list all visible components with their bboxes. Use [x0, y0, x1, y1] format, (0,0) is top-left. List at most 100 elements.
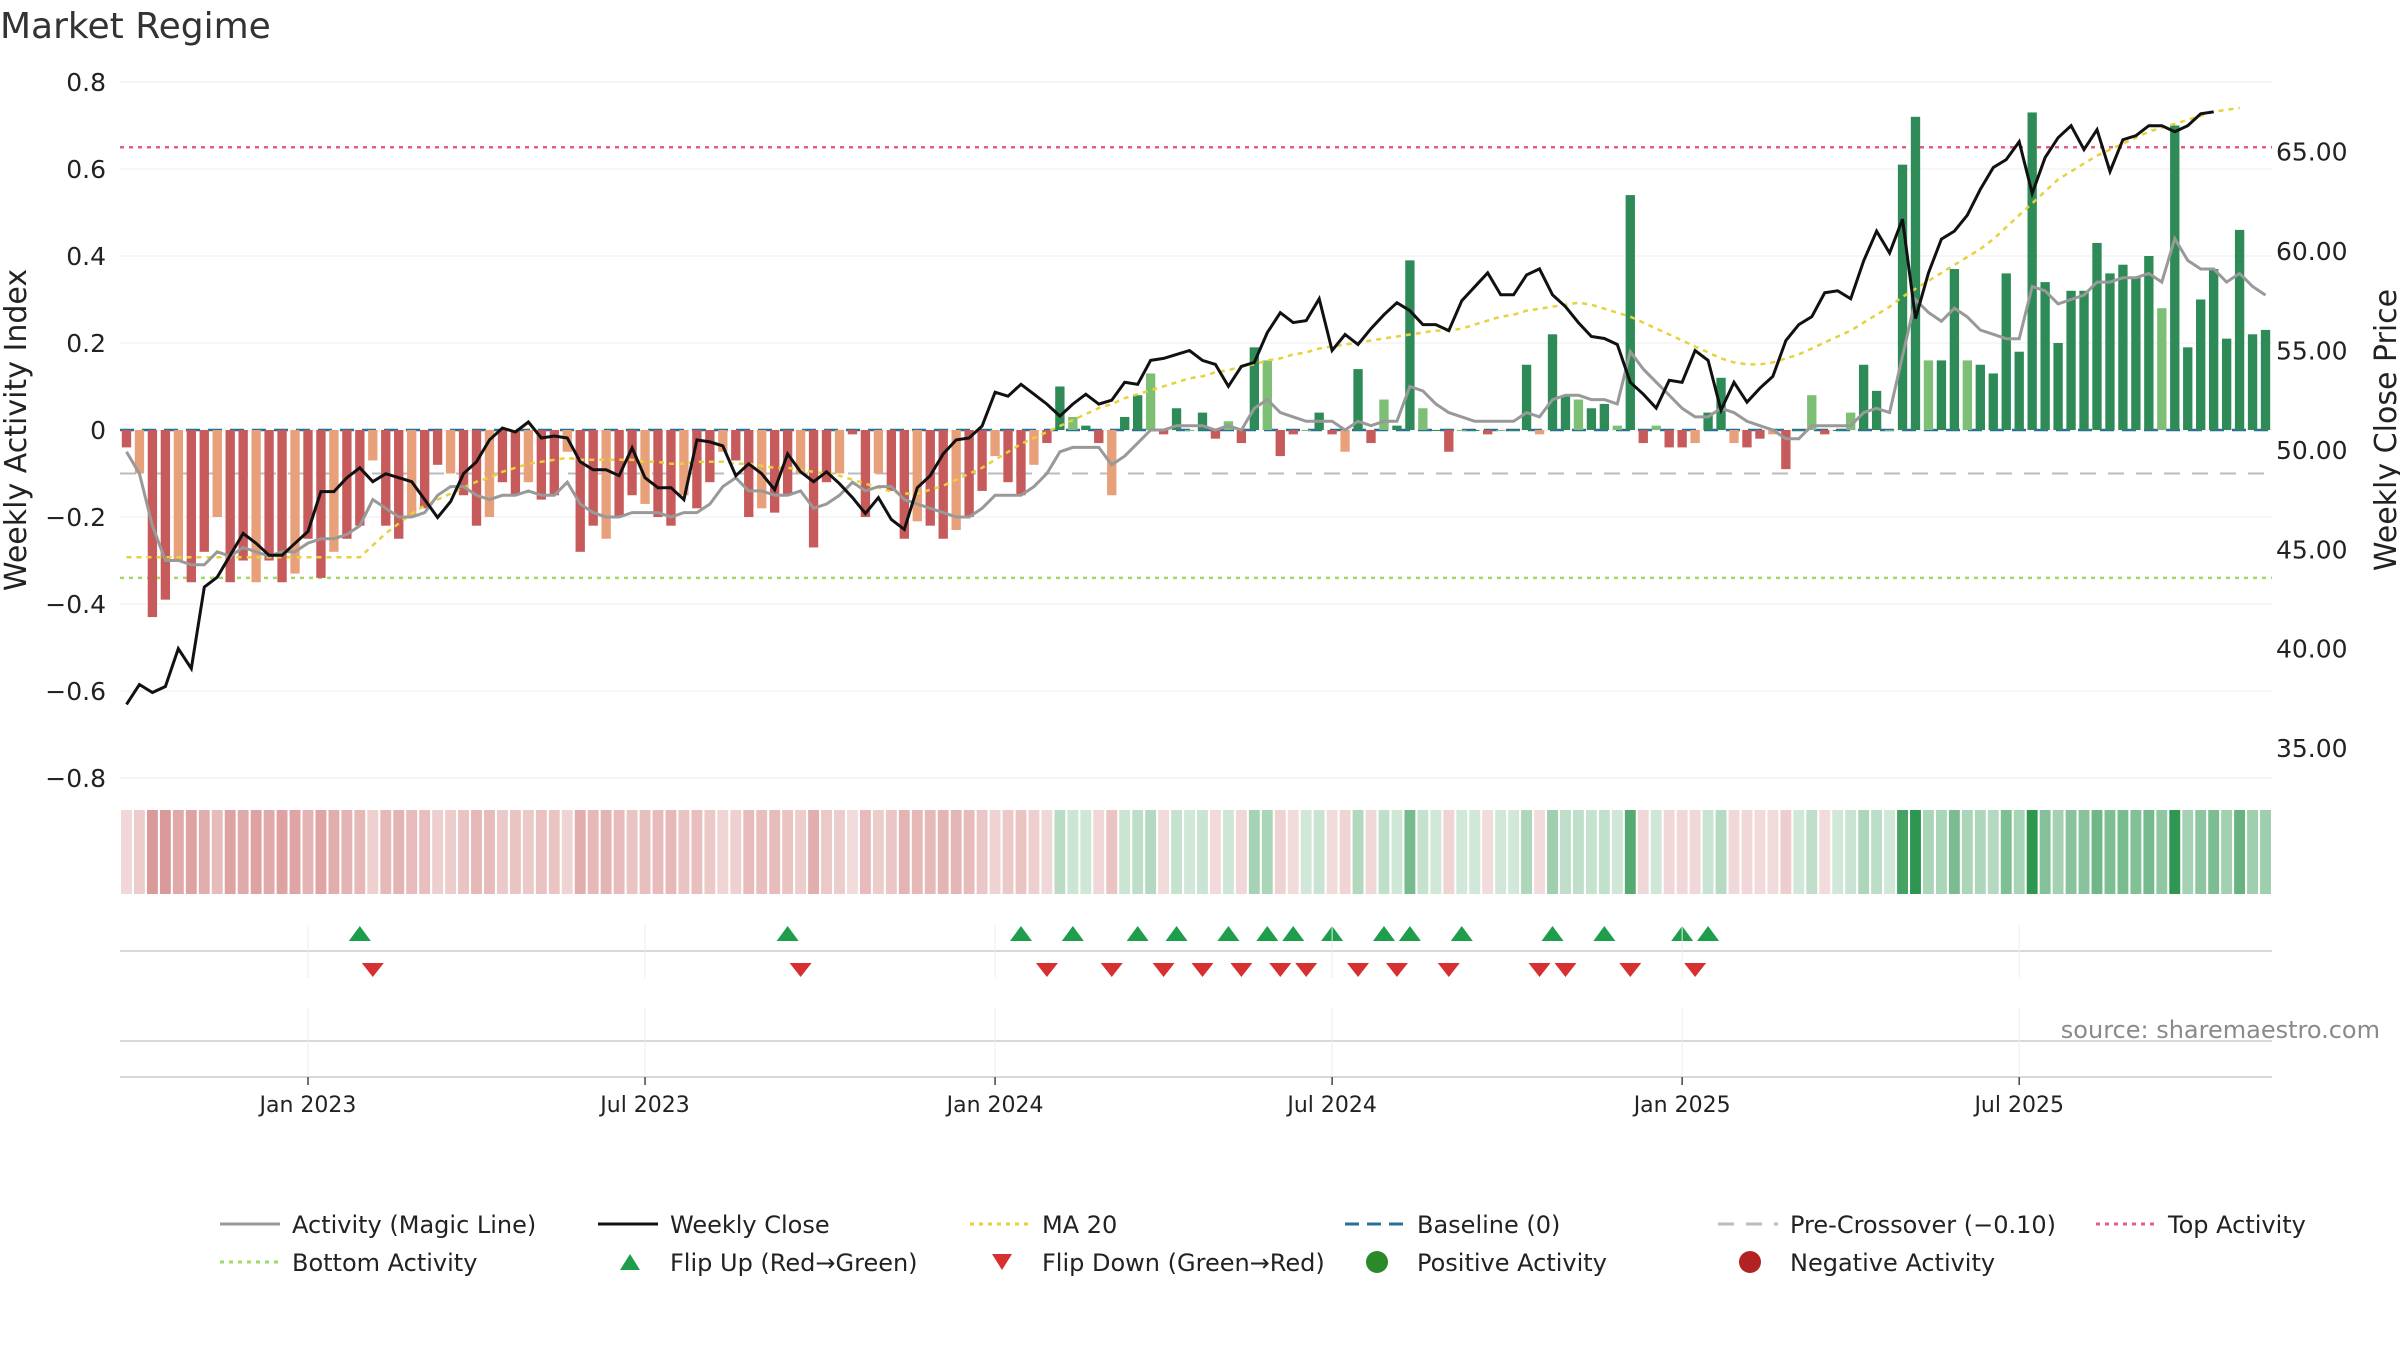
activity-bar	[1288, 430, 1298, 435]
regime-cell	[1210, 810, 1221, 894]
activity-bar	[770, 430, 780, 513]
regime-cell	[847, 810, 858, 894]
regime-cell	[1456, 810, 1468, 894]
regime-cell	[1650, 810, 1662, 894]
activity-bar	[368, 430, 378, 461]
activity-bar	[2027, 112, 2037, 430]
activity-bar	[1521, 364, 1532, 430]
regime-cell	[211, 810, 223, 894]
regime-cell	[367, 810, 379, 894]
regime-cell	[743, 810, 755, 894]
activity-bar	[2092, 242, 2102, 430]
activity-bar	[1897, 164, 1908, 430]
regime-cell	[665, 810, 677, 894]
regime-cell	[1235, 810, 1247, 894]
activity-bar	[186, 430, 196, 583]
regime-cell	[898, 810, 910, 894]
regime-cell	[289, 810, 301, 894]
x-tick-label: Jul 2024	[1285, 1093, 1377, 1118]
legend-item: Flip Down (Green→Red)	[992, 1249, 1325, 1277]
regime-cell	[1689, 810, 1701, 894]
regime-cell	[1080, 810, 1092, 894]
regime-cell	[1326, 810, 1338, 894]
activity-bar	[1120, 416, 1130, 430]
activity-bar	[1884, 430, 1895, 431]
regime-cell	[2221, 810, 2233, 894]
activity-bar	[1755, 430, 1765, 439]
regime-cell	[1339, 810, 1351, 894]
activity-bar	[1327, 430, 1337, 435]
x-tick-label: Jan 2023	[258, 1093, 357, 1118]
flip-down-marker	[1295, 963, 1318, 977]
activity-bar	[1742, 430, 1752, 448]
legend-label: MA 20	[1042, 1211, 1117, 1239]
regime-cell	[198, 810, 210, 894]
activity-bar	[1716, 377, 1726, 430]
regime-cell	[1184, 810, 1195, 894]
regime-cell	[756, 810, 768, 894]
regime-cell	[1132, 810, 1144, 894]
regime-cell	[769, 810, 781, 894]
regime-cell	[1806, 810, 1818, 894]
flip-down-marker	[1347, 963, 1370, 977]
regime-cell	[1754, 810, 1766, 894]
regime-cell	[1002, 810, 1014, 894]
activity-bar	[2053, 343, 2063, 430]
activity-bar	[1003, 430, 1013, 483]
activity-bar	[1249, 347, 1260, 430]
y-left-tick: −0.8	[45, 764, 106, 793]
flip-up-marker	[1217, 926, 1240, 941]
flip-down-marker	[1528, 963, 1551, 977]
regime-cell	[1858, 810, 1870, 894]
x-tick-label: Jan 2025	[1632, 1093, 1731, 1118]
activity-bar	[1444, 430, 1454, 452]
y-left-tick: 0	[90, 416, 106, 445]
activity-bar	[1651, 425, 1661, 430]
regime-cell	[795, 810, 807, 894]
activity-bar	[601, 430, 611, 539]
activity-bar	[821, 430, 832, 483]
activity-bar	[860, 430, 871, 517]
regime-cell	[1637, 810, 1649, 894]
activity-bar	[1029, 430, 1039, 465]
activity-bar	[1495, 430, 1506, 431]
regime-cell	[1935, 810, 1947, 894]
legend-item: MA 20	[970, 1211, 1117, 1239]
regime-cell	[185, 810, 197, 894]
regime-cell	[535, 810, 547, 894]
regime-cell	[134, 810, 145, 894]
regime-cell	[1274, 810, 1286, 894]
regime-cell	[1611, 810, 1623, 894]
regime-cell	[548, 810, 560, 894]
activity-bar	[1081, 425, 1091, 430]
legend-item: Weekly Close	[598, 1211, 830, 1239]
activity-bar	[1340, 430, 1350, 452]
activity-bar	[575, 430, 585, 552]
activity-bar	[679, 430, 689, 496]
activity-bar	[1690, 430, 1700, 444]
regime-cell	[2182, 810, 2194, 894]
y-left-tick: −0.4	[45, 590, 106, 619]
legend-swatch	[1366, 1251, 1388, 1273]
regime-cell	[1728, 810, 1740, 894]
y-left-tick: −0.6	[45, 677, 106, 706]
activity-bar	[808, 430, 819, 548]
regime-cell	[587, 810, 599, 894]
activity-bar	[407, 430, 417, 517]
regime-cell	[1222, 810, 1234, 894]
regime-cell	[1845, 810, 1857, 894]
regime-cell	[2234, 810, 2246, 894]
regime-cell	[1741, 810, 1753, 894]
activity-bar	[1366, 430, 1376, 444]
activity-bar	[2079, 290, 2089, 430]
activity-bar	[847, 430, 858, 435]
y-right-tick: 45.00	[2276, 535, 2348, 564]
regime-cell	[2195, 810, 2207, 894]
activity-bar	[1158, 430, 1169, 435]
regime-cell	[276, 810, 288, 894]
activity-bar	[238, 430, 248, 561]
regime-cell	[1910, 810, 1921, 894]
activity-bar	[1846, 412, 1856, 430]
regime-cell	[354, 810, 366, 894]
